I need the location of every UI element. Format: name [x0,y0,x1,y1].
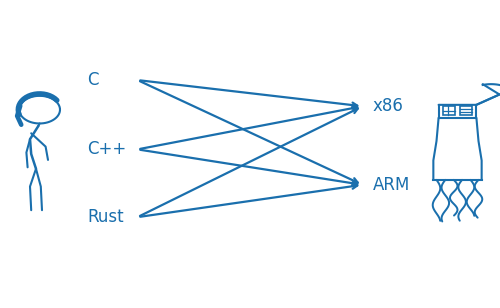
Text: C: C [88,71,99,89]
Bar [460,106,472,115]
Text: ARM: ARM [372,176,410,194]
Text: x86: x86 [372,97,404,115]
Text: C++: C++ [88,140,127,158]
Bar [443,106,456,115]
Text: Rust: Rust [88,208,124,226]
